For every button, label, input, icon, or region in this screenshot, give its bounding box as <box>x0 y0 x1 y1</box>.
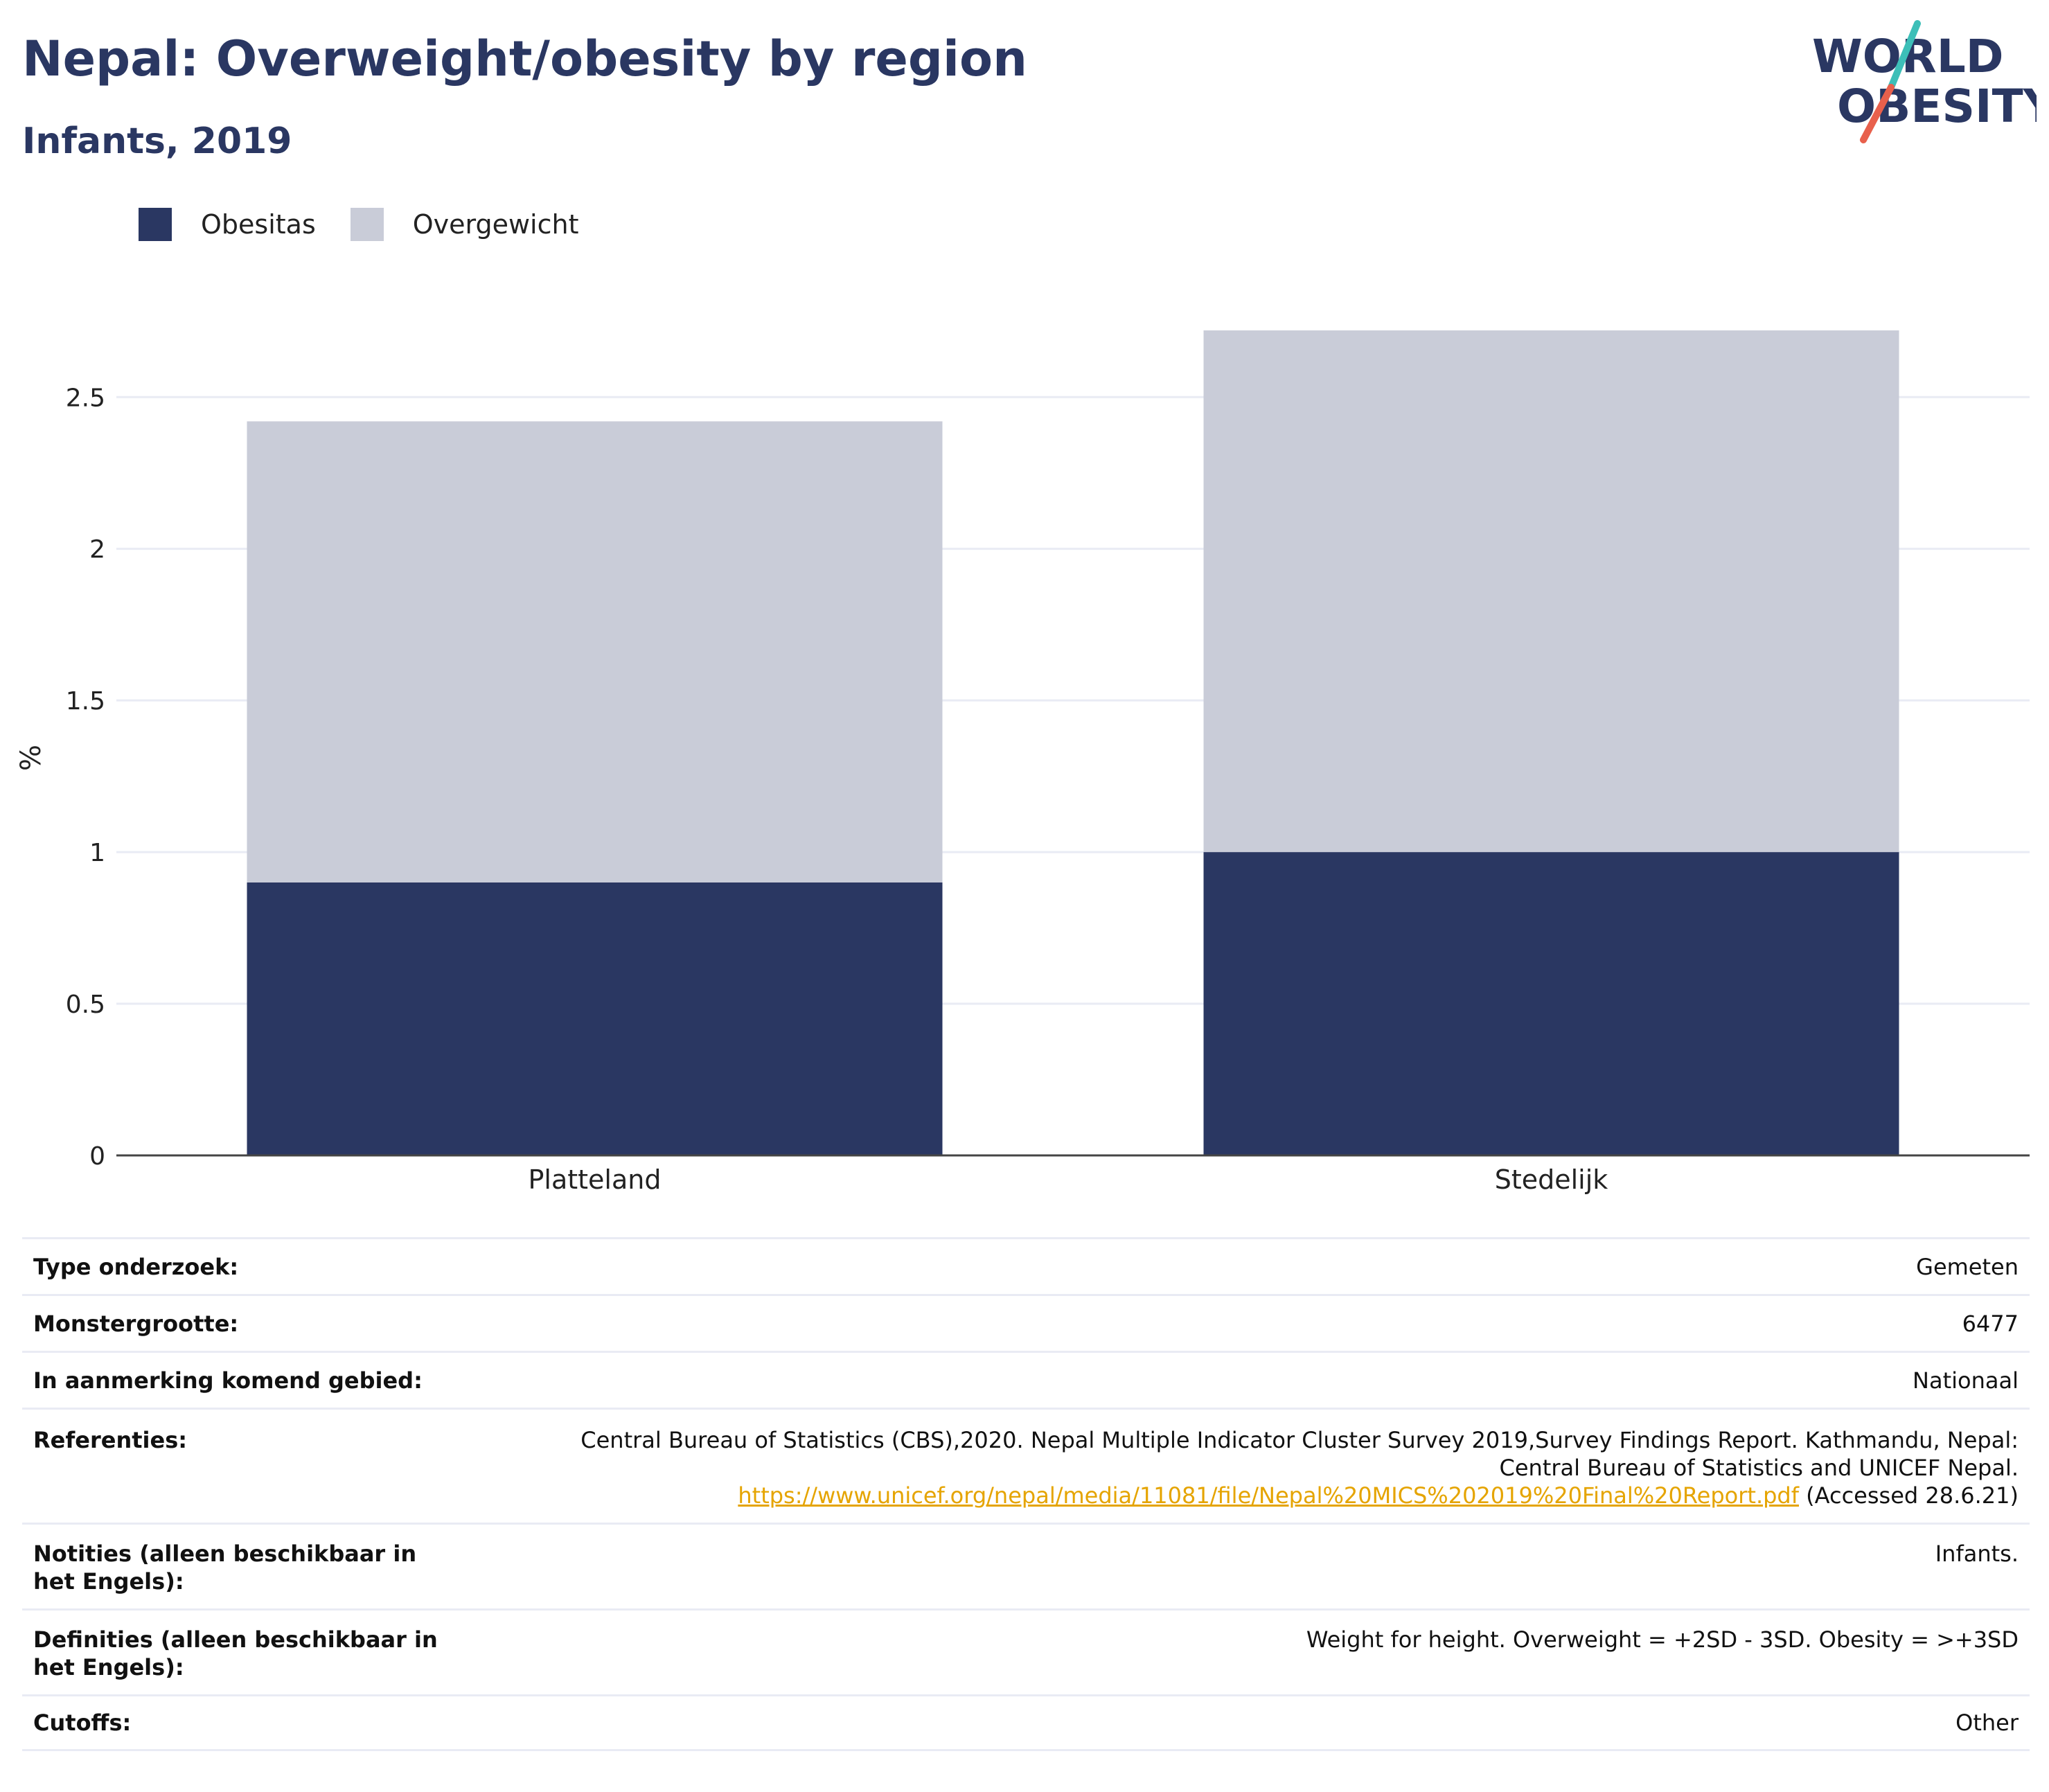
info-row-sample-size: Monstergrootte: 6477 <box>22 1294 2030 1351</box>
info-label: Referenties: <box>33 1427 188 1453</box>
info-value: 6477 <box>1962 1310 2019 1337</box>
info-value: Weight for height. Overweight = +2SD - 3… <box>1306 1626 2019 1653</box>
info-label: Cutoffs: <box>33 1710 132 1736</box>
info-label: Type onderzoek: <box>33 1253 239 1280</box>
reference-line-2: Central Bureau of Statistics and UNICEF … <box>1499 1455 2019 1481</box>
info-value: Nationaal <box>1913 1367 2019 1394</box>
y-tick-label: 0 <box>89 1142 105 1171</box>
logo-teal-slash <box>1888 20 1921 91</box>
bars <box>247 330 1899 1155</box>
chart-subtitle: Infants, 2019 <box>22 121 292 162</box>
info-value: Infants. <box>1935 1541 2019 1567</box>
x-tick-label: Platteland <box>529 1164 662 1195</box>
legend-swatch-overgewicht <box>350 208 384 241</box>
info-row-type: Type onderzoek: Gemeten <box>22 1237 2030 1294</box>
legend-item-overgewicht[interactable]: Overgewicht <box>350 208 579 241</box>
legend-label-overgewicht: Overgewicht <box>412 209 579 240</box>
y-tick-label: 2 <box>89 535 105 564</box>
bar-overgewicht-platteland[interactable] <box>247 421 943 882</box>
chart-legend: Obesitas Overgewicht <box>139 206 614 242</box>
info-value: Other <box>1955 1710 2019 1736</box>
info-row-notes: Notities (alleen beschikbaar in het Enge… <box>22 1523 2030 1608</box>
info-label: Definities (alleen beschikbaar in het En… <box>33 1626 438 1680</box>
info-value-references: Central Bureau of Statistics (CBS),2020.… <box>580 1426 2030 1523</box>
y-axis-label: % <box>15 745 47 771</box>
y-tick-labels: 0 0.5 1 1.5 2 2.5 <box>66 384 105 1171</box>
chart-title: Nepal: Overweight/obesity by region <box>22 30 1027 87</box>
stacked-bar-chart: 0 0.5 1 1.5 2 2.5 Platteland Stedelijk % <box>15 330 2030 1195</box>
legend-swatch-obesitas <box>139 208 172 241</box>
y-tick-label: 2.5 <box>66 384 105 412</box>
info-label: Monstergrootte: <box>33 1310 239 1337</box>
legend-item-obesitas[interactable]: Obesitas <box>139 208 316 241</box>
bar-overgewicht-stedelijk[interactable] <box>1203 330 1899 853</box>
y-tick-label: 0.5 <box>66 991 105 1019</box>
info-label: Notities (alleen beschikbaar in het Enge… <box>33 1541 417 1595</box>
reference-link[interactable]: https://www.unicef.org/nepal/media/11081… <box>738 1482 1799 1509</box>
info-label: In aanmerking komend gebied: <box>33 1367 423 1394</box>
info-row-definitions: Definities (alleen beschikbaar in het En… <box>22 1608 2030 1694</box>
reference-accessed: (Accessed 28.6.21) <box>1799 1482 2019 1509</box>
y-tick-label: 1.5 <box>66 687 105 716</box>
y-tick-label: 1 <box>89 839 105 867</box>
bar-obesitas-platteland[interactable] <box>247 882 943 1155</box>
info-value: Gemeten <box>1916 1253 2019 1280</box>
info-row-cutoffs: Cutoffs: Other <box>22 1694 2030 1751</box>
info-row-area: In aanmerking komend gebied: Nationaal <box>22 1351 2030 1408</box>
info-table: Type onderzoek: Gemeten Monstergrootte: … <box>22 1237 2030 1751</box>
bar-obesitas-stedelijk[interactable] <box>1203 852 1899 1155</box>
x-tick-label: Stedelijk <box>1495 1164 1608 1195</box>
info-row-references: Referenties: Central Bureau of Statistic… <box>22 1408 2030 1523</box>
reference-line-1: Central Bureau of Statistics (CBS),2020.… <box>580 1427 2019 1453</box>
world-obesity-logo: WORLD OBESITY <box>1812 20 2037 143</box>
logo-red-slash <box>1860 84 1895 143</box>
x-tick-labels: Platteland Stedelijk <box>529 1164 1608 1195</box>
legend-label-obesitas: Obesitas <box>201 209 316 240</box>
